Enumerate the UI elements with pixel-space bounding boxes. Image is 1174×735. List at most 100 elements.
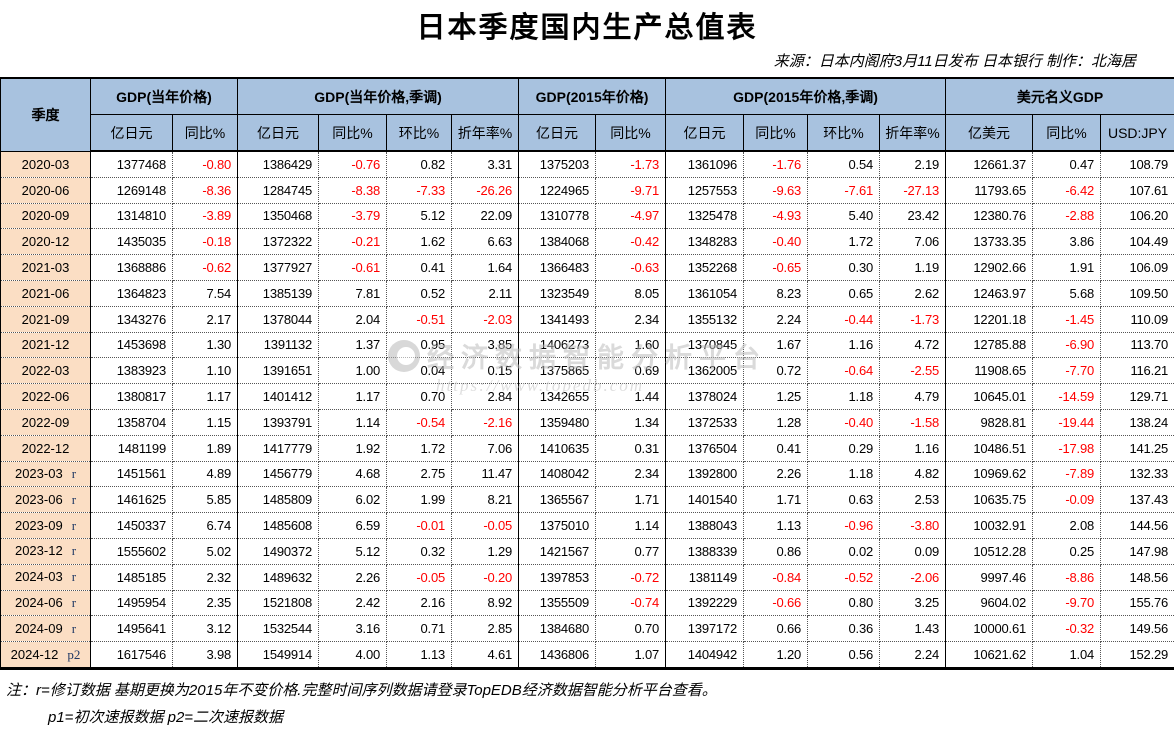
table-row: 2024-09 r 1495641 3.12 1532544 3.16 0.71 2.85 13… (0, 615, 1174, 643)
value-cell: 1485608 (237, 512, 320, 539)
value-cell: -1.58 (879, 409, 947, 436)
value-cell: 109.50 (1100, 280, 1174, 307)
value-cell: 10512.28 (945, 538, 1034, 565)
table-row: 2023-03 r 1451561 4.89 1456779 4.68 2.75 11.47 1… (0, 461, 1174, 488)
value-cell: 1.44 (595, 383, 667, 410)
quarter-cell: 2024-06 r (0, 590, 91, 617)
value-cell: -0.18 (172, 228, 239, 256)
value-cell: 1342655 (518, 383, 597, 410)
value-cell: 148.56 (1100, 564, 1174, 591)
value-cell: 1397172 (665, 615, 745, 643)
value-cell: 144.56 (1100, 512, 1174, 539)
value-cell: 1314810 (90, 203, 173, 230)
value-cell: 0.70 (386, 383, 453, 410)
value-cell: 1381149 (665, 564, 745, 591)
value-cell: -6.90 (1032, 332, 1102, 359)
table-row: 2023-09 r 1450337 6.74 1485608 6.59 -0.01 -0.05… (0, 512, 1174, 539)
value-cell: 1.29 (451, 538, 520, 565)
value-cell: 1.37 (318, 332, 388, 359)
value-cell: -0.21 (318, 228, 388, 256)
quarter-cell: 2024-03 r (0, 564, 91, 591)
table-row: 2020-09 1314810 -3.89 1350468 -3.79 5.12 22.09… (0, 203, 1174, 230)
value-cell: 8.21 (451, 486, 520, 514)
value-cell: -0.66 (743, 590, 809, 617)
value-cell: 2.35 (172, 590, 239, 617)
value-cell: 0.32 (386, 538, 453, 565)
value-cell: 3.12 (172, 615, 239, 643)
value-cell: 1350468 (237, 203, 320, 230)
value-cell: 1461625 (90, 486, 173, 514)
value-cell: 1489632 (237, 564, 320, 591)
value-cell: 106.09 (1100, 254, 1174, 281)
value-cell: 1386429 (237, 151, 320, 178)
value-cell: 1.91 (1032, 254, 1102, 281)
value-cell: 1392800 (665, 461, 745, 488)
quarter-cell: 2023-09 r (0, 512, 91, 539)
value-cell: 141.25 (1100, 435, 1174, 462)
quarter-cell: 2020-12 (0, 228, 91, 256)
value-cell: 1451561 (90, 461, 173, 488)
value-cell: 1366483 (518, 254, 597, 281)
value-cell: -0.64 (807, 357, 881, 385)
value-cell: 1.17 (318, 383, 388, 410)
value-cell: 0.09 (879, 538, 947, 565)
value-cell: 1372322 (237, 228, 320, 256)
value-cell: 1375203 (518, 151, 597, 178)
value-cell: 6.02 (318, 486, 388, 514)
value-cell: 1485185 (90, 564, 173, 591)
value-cell: 2.84 (451, 383, 520, 410)
value-cell: 7.54 (172, 280, 239, 307)
value-cell: 1436806 (518, 641, 597, 669)
value-cell: 0.41 (386, 254, 453, 281)
value-cell: -9.63 (743, 177, 809, 204)
value-cell: -2.06 (879, 564, 947, 591)
value-cell: 8.05 (595, 280, 667, 307)
value-cell: 1397853 (518, 564, 597, 591)
value-cell: 1490372 (237, 538, 320, 565)
value-cell: 1388043 (665, 512, 745, 539)
value-cell: 0.95 (386, 332, 453, 359)
table-row: 2024-12 p2 1617546 3.98 1549914 4.00 1.13 4.61 1… (0, 641, 1174, 669)
table-row: 2022-09 1358704 1.15 1393791 1.14 -0.54 -2.16 1… (0, 409, 1174, 436)
value-cell: 0.70 (595, 615, 667, 643)
value-cell: 23.42 (879, 203, 947, 230)
value-cell: 1348283 (665, 228, 745, 256)
value-cell: 0.69 (595, 357, 667, 385)
value-cell: 1377927 (237, 254, 320, 281)
table-row: 2021-12 1453698 1.30 1391132 1.37 0.95 3.85 140… (0, 332, 1174, 359)
value-cell: 1.14 (595, 512, 667, 539)
value-cell: -7.33 (386, 177, 453, 204)
value-cell: 1406273 (518, 332, 597, 359)
subheader-cell: 同比% (595, 114, 667, 152)
value-cell: 107.61 (1100, 177, 1174, 204)
value-cell: 1341493 (518, 306, 597, 333)
value-cell: -0.76 (318, 151, 388, 178)
value-cell: 10645.01 (945, 383, 1034, 410)
value-cell: -19.44 (1032, 409, 1102, 436)
quarter-cell: 2023-06 r (0, 486, 91, 514)
quarter-cell: 2023-12 r (0, 538, 91, 565)
value-cell: 1325478 (665, 203, 745, 230)
revision-suffix: r (71, 594, 77, 610)
value-cell: 116.21 (1100, 357, 1174, 385)
value-cell: 1361054 (665, 280, 745, 307)
value-cell: -0.72 (595, 564, 667, 591)
quarter-cell: 2021-03 (0, 254, 91, 281)
value-cell: 0.82 (386, 151, 453, 178)
table-row: 2023-12 r 1555602 5.02 1490372 5.12 0.32 1.29 14… (0, 538, 1174, 565)
value-cell: 12380.76 (945, 203, 1034, 230)
value-cell: 4.68 (318, 461, 388, 488)
value-cell: -17.98 (1032, 435, 1102, 462)
subheader-cell: 亿日元 (237, 114, 320, 152)
value-cell: 1.43 (879, 615, 947, 643)
table-row: 2024-03 r 1485185 2.32 1489632 2.26 -0.05 -0.20… (0, 564, 1174, 591)
value-cell: -7.70 (1032, 357, 1102, 385)
value-cell: -0.20 (451, 564, 520, 591)
value-cell: 152.29 (1100, 641, 1174, 669)
value-cell: -4.97 (595, 203, 667, 230)
subheader-cell: 折年率% (879, 114, 947, 152)
value-cell: 104.49 (1100, 228, 1174, 256)
value-cell: -1.45 (1032, 306, 1102, 333)
value-cell: -26.26 (451, 177, 520, 204)
value-cell: -0.61 (318, 254, 388, 281)
